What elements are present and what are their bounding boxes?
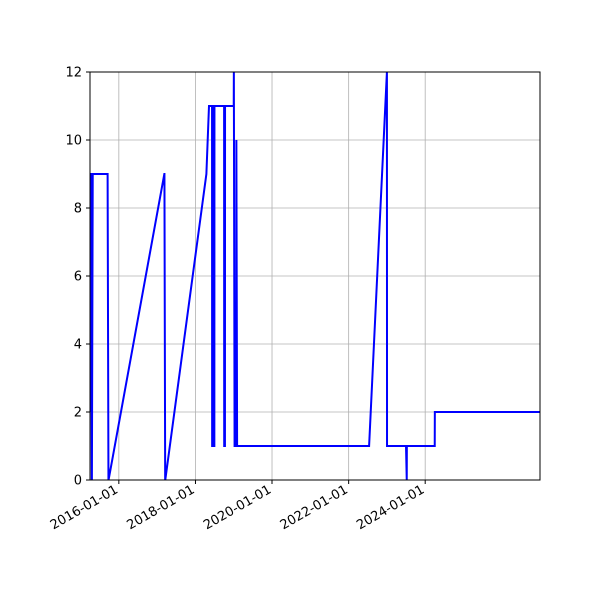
y-tick-label: 8 — [74, 202, 82, 217]
y-axis: 0 2 4 6 8 10 12 — [65, 66, 90, 489]
grid — [90, 71, 540, 481]
x-tick-label: 2022-01-01 — [278, 482, 351, 533]
x-tick-label: 2018-01-01 — [125, 482, 198, 533]
series-layer — [90, 72, 540, 480]
x-axis: 2016-01-01 2018-01-01 2020-01-01 2022-01-01… — [48, 480, 427, 533]
y-tick-label: 2 — [74, 406, 82, 421]
y-tick-label: 4 — [74, 338, 82, 353]
y-tick-label: 6 — [74, 270, 82, 285]
x-tick-label: 2024-01-01 — [354, 482, 427, 533]
x-tick-label: 2020-01-01 — [201, 482, 274, 533]
y-tick-label: 12 — [65, 66, 82, 81]
series-line — [90, 72, 540, 480]
y-tick-label: 0 — [74, 474, 82, 489]
y-tick-label: 10 — [65, 134, 82, 149]
x-tick-label: 2016-01-01 — [48, 482, 121, 533]
